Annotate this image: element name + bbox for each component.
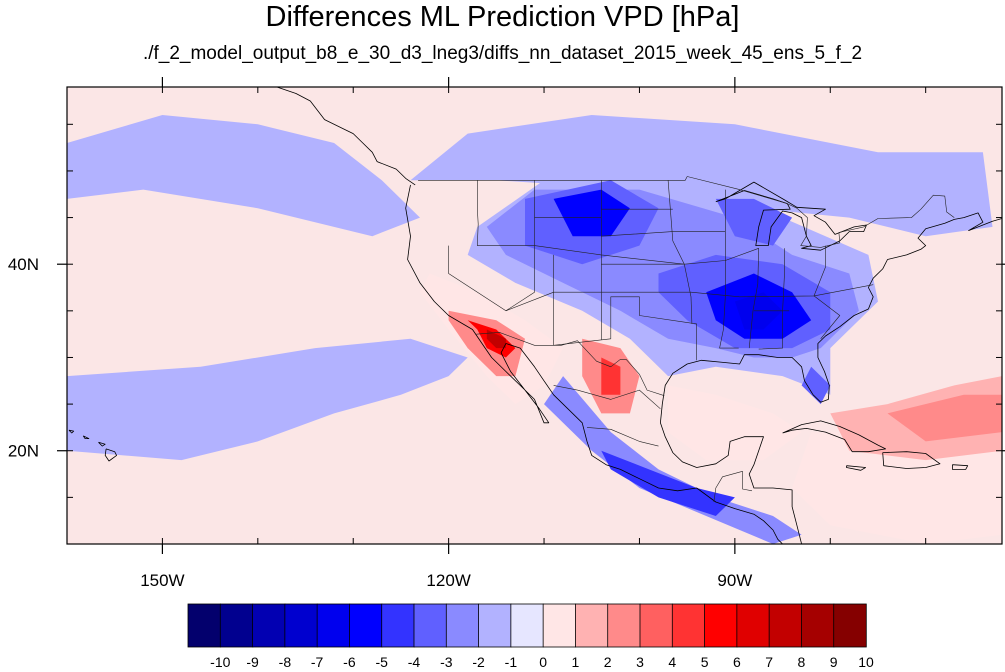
contour-regions <box>67 115 1002 544</box>
colorbar-label: 3 <box>636 654 644 670</box>
region-mexico-plateau-red-5 <box>601 357 621 395</box>
north-america-coast <box>405 184 783 544</box>
lon-tick-label: 150W <box>140 571 184 590</box>
chart-subtitle: ./f_2_model_output_b8_e_30_d3_lneg3/diff… <box>142 43 863 64</box>
colorbar-label: 4 <box>668 654 676 670</box>
colorbar-swatch <box>219 603 254 648</box>
colorbar-swatch <box>445 603 480 648</box>
political-borders <box>418 176 955 503</box>
lat-tick-label: 40N <box>8 255 39 274</box>
region-plains-blue-5 <box>553 189 630 237</box>
region-gulf-red <box>668 385 802 461</box>
colorbar-label: -9 <box>246 654 259 670</box>
colorbar-label: -6 <box>343 654 356 670</box>
gulf-coast <box>660 211 1002 544</box>
colorbar-swatch <box>704 603 738 648</box>
colorbar-swatch <box>381 603 415 648</box>
colorbar-label: -3 <box>440 654 453 670</box>
colorbar-swatch <box>575 603 609 648</box>
hispaniola <box>882 451 941 469</box>
mexico-states <box>553 385 661 410</box>
colorbar-swatch <box>349 603 383 648</box>
mexico-guatemala <box>713 470 753 503</box>
state-lines-meridians-7 <box>813 245 841 339</box>
state-lines-meridians-4 <box>719 189 739 349</box>
colorbar-swatch <box>768 603 803 648</box>
coastlines <box>68 87 1002 544</box>
lon-tick-label: 90W <box>717 571 752 590</box>
alaska-coast <box>143 87 416 186</box>
mexico-states-2 <box>586 427 659 447</box>
hawaii-3 <box>82 435 90 440</box>
hawaii-1 <box>104 448 117 462</box>
us-canada-border <box>418 176 955 248</box>
state-lines-mid <box>448 245 874 312</box>
lon-tick-label: 120W <box>426 571 470 590</box>
colorbar-label: -4 <box>408 654 421 670</box>
colorbar-label: 8 <box>798 654 806 670</box>
map-frame <box>66 86 1003 545</box>
colorbar-label: 10 <box>858 654 874 670</box>
cuba <box>782 420 886 453</box>
colorbar-swatch <box>542 603 577 648</box>
chart-title: Differences ML Prediction VPD [hPa] <box>265 1 740 33</box>
state-lines-lat-3 <box>601 231 726 237</box>
region-canada-blue <box>410 115 993 237</box>
region-southwest-red-8 <box>486 329 506 349</box>
colorbar: -10 -9 -8 -7 -6 -5 -4 -3 -2 -1 0 1 2 3 4 5 6 7 8 9 10 <box>187 603 874 670</box>
region-atlantic-red-3 <box>887 394 1002 442</box>
colorbar-swatch <box>833 603 867 648</box>
colorbar-label: 0 <box>539 654 547 670</box>
colorbar-label: -7 <box>311 654 324 670</box>
colorbar-swatch <box>284 603 318 648</box>
colorbar-label: -2 <box>472 654 485 670</box>
map-plot-area <box>67 87 1002 544</box>
great-lakes <box>715 181 867 251</box>
state-lines-south <box>553 254 698 361</box>
colorbar-swatch <box>252 603 286 648</box>
colorbar-label: 1 <box>572 654 580 670</box>
colorbar-label: -1 <box>505 654 518 670</box>
colorbar-label: -8 <box>279 654 292 670</box>
colorbar-swatch <box>801 603 835 648</box>
region-great-lakes-blue <box>715 198 793 246</box>
colorbar-swatch <box>510 603 544 648</box>
colorbar-swatch <box>187 603 221 648</box>
colorbar-swatch <box>413 603 447 648</box>
hawaii-2 <box>98 441 106 447</box>
colorbar-label: 7 <box>765 654 773 670</box>
us-mexico-border <box>476 331 665 396</box>
colorbar-swatch <box>671 603 706 648</box>
colorbar-label: 5 <box>701 654 709 670</box>
colorbar-swatch <box>639 603 673 648</box>
axis-ticks: 150W 120W 90W 40N 20N <box>8 77 1005 590</box>
colorbar-swatch <box>736 603 770 648</box>
colorbar-swatch <box>478 603 512 648</box>
puerto-rico <box>952 464 969 470</box>
jamaica <box>846 465 866 471</box>
region-mexico-blue-4 <box>601 450 735 516</box>
colorbar-label: 6 <box>733 654 741 670</box>
colorbar-label: -5 <box>375 654 388 670</box>
lat-tick-label: 20N <box>8 442 39 461</box>
region-pacific-blue-north <box>67 115 420 237</box>
hawaii-4 <box>68 429 75 434</box>
region-mexico-blue <box>544 376 802 544</box>
colorbar-label: 2 <box>604 654 612 670</box>
colorbar-swatch <box>316 603 351 648</box>
colorbar-label: 9 <box>830 654 838 670</box>
region-pacific-blue-east <box>67 338 468 461</box>
region-florida-blue <box>801 366 831 405</box>
colorbar-swatch <box>607 603 641 648</box>
state-lines-meridians-5 <box>748 248 759 349</box>
colorbar-label: -10 <box>210 654 230 670</box>
